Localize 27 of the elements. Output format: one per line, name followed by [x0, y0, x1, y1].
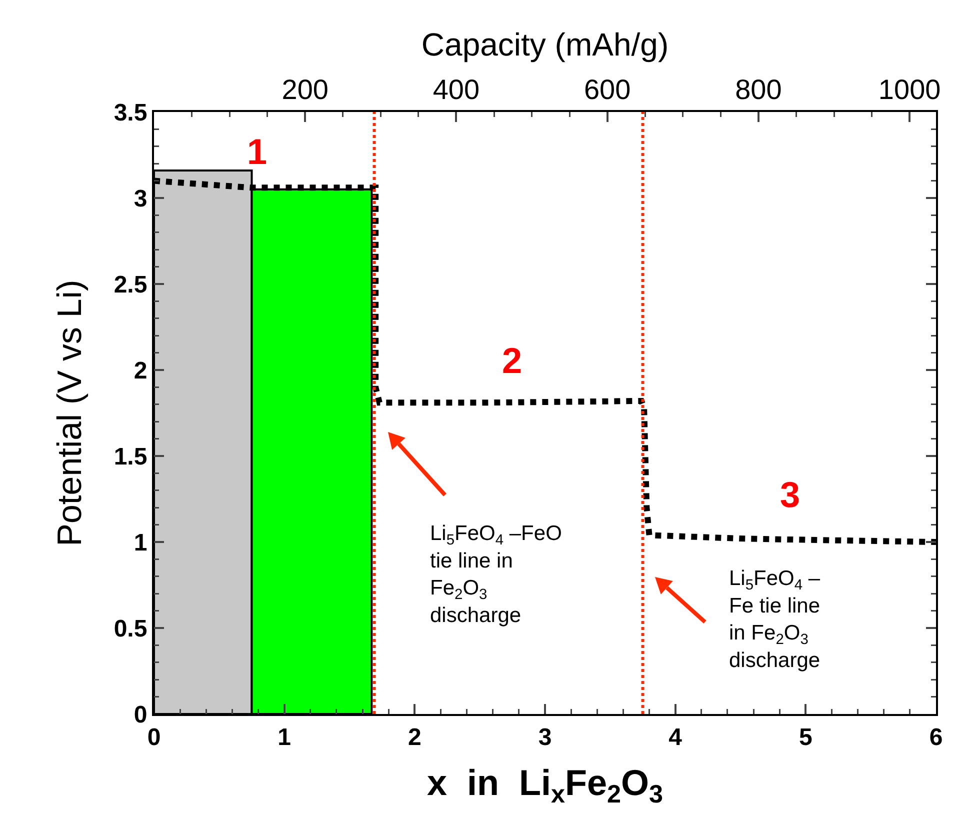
x-tick-label: 4	[668, 724, 683, 751]
y-axis-title: Potential (V vs Li)	[50, 280, 89, 546]
annotation: 1	[247, 131, 268, 172]
x2-tick-label: 800	[735, 74, 782, 105]
y-tick-label: 0.5	[114, 615, 148, 642]
y-tick-label: 3.5	[114, 99, 148, 126]
y-tick-label: 2.5	[114, 271, 148, 298]
x2-tick-label: 400	[432, 74, 480, 105]
y-tick-label: 1.5	[114, 443, 148, 470]
annotation: 3	[780, 474, 800, 515]
y-tick-label: 2	[134, 357, 148, 384]
y-tick-label: 0	[134, 701, 148, 728]
text: Li$_{5}$FeO$_{4}$ –FeO tie line in Fe$_{2}$O$_{3}$ discharge	[430, 522, 562, 627]
y-tick-label: 3	[134, 185, 148, 212]
x2-tick-label: 1000	[878, 74, 941, 105]
y-tick-label: 1	[134, 529, 148, 556]
x-axis-title: x in Li$_{x}$Fe$_{2}$O$_{3}$	[426, 762, 664, 809]
text: Li$_{5}$FeO$_{4}$ – Fe tie line in Fe$_{2}$O$_{3}$ discharge	[729, 567, 820, 672]
x-tick-label: 5	[798, 724, 812, 751]
annotation: 2	[502, 340, 522, 381]
x-tick-label: 1	[278, 724, 292, 751]
x2-tick-label: 200	[282, 74, 328, 105]
x2-tick-label: 600	[584, 74, 631, 105]
x-tick-label: 6	[929, 724, 943, 751]
x2-axis-title: Capacity (mAh/g)	[421, 26, 669, 63]
x-tick-label: 3	[538, 724, 552, 751]
x-tick-label: 2	[408, 724, 422, 751]
